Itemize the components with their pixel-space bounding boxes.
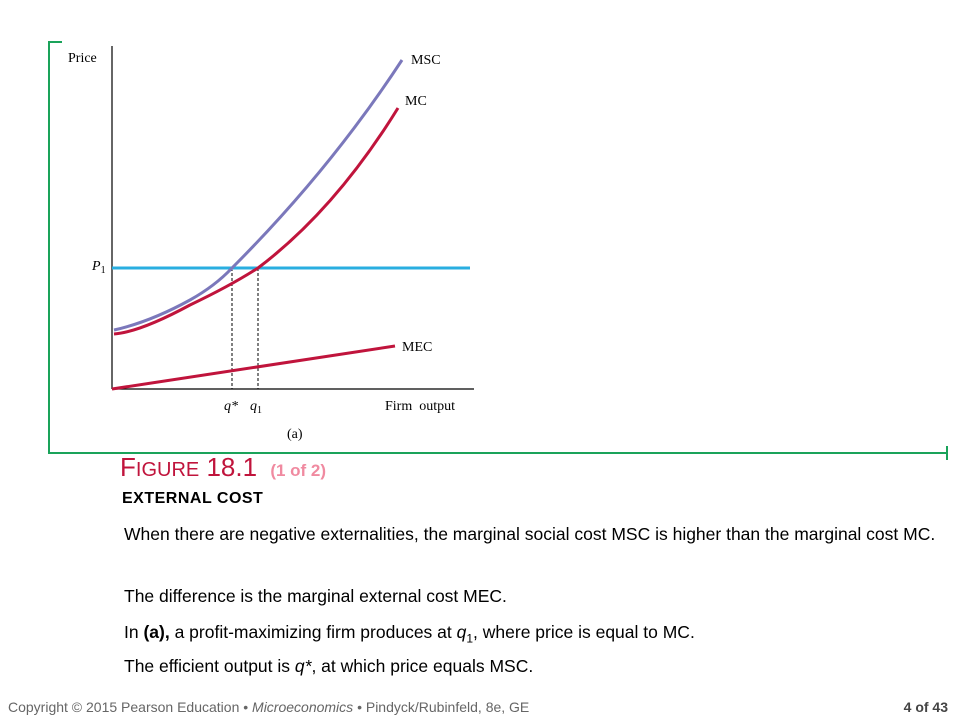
paragraph-3: In (a), a profit-maximizing firm produce… xyxy=(124,620,944,651)
figure-part: (1 of 2) xyxy=(270,461,327,480)
p3-part-c: a profit-maximizing firm produces at xyxy=(169,622,457,642)
p4-part-b: , at which price equals MSC. xyxy=(311,656,534,676)
page-number: 4 of 43 xyxy=(903,699,948,715)
figure-subtitle: EXTERNAL COST xyxy=(122,490,264,507)
frame-top-tick xyxy=(48,41,62,43)
figure-title-initial: F xyxy=(120,452,136,482)
figure-title-rest: IGURE xyxy=(135,459,200,481)
paragraph-4: The efficient output is q*, at which pri… xyxy=(124,654,944,678)
p3-q: q xyxy=(456,622,467,642)
panel-label: (a) xyxy=(287,427,303,442)
figure-number: 18.1 xyxy=(206,452,258,482)
y-axis-label: Price xyxy=(68,51,97,66)
copyright-text: Copyright © 2015 Pearson Education • xyxy=(8,699,249,715)
qstar-label: q* xyxy=(224,399,238,414)
p3-part-a: In xyxy=(124,622,144,642)
p3-q-sub: 1 xyxy=(466,631,474,646)
p3-part-b: (a), xyxy=(143,622,170,642)
mc-curve xyxy=(113,107,400,336)
frame-left-line xyxy=(48,41,50,454)
paragraph-2: The difference is the marginal external … xyxy=(124,586,507,606)
p3-part-d: , where price is equal to MC. xyxy=(473,622,695,642)
q1-label: q1 xyxy=(250,399,262,416)
frame-right-tick xyxy=(946,446,948,460)
footer-copyright: Copyright © 2015 Pearson Education • Mic… xyxy=(8,699,529,715)
frame-bottom-line xyxy=(48,452,948,454)
book-title: Microeconomics xyxy=(252,699,354,715)
paragraph-1: When there are negative externalities, t… xyxy=(124,524,936,544)
figure-title: FIGURE 18.1 (1 of 2) xyxy=(120,452,326,483)
external-cost-diagram: Price MSC MC MEC P1 q* q1 Firm output (a… xyxy=(68,46,474,442)
mc-label: MC xyxy=(405,94,427,109)
msc-curve xyxy=(113,59,404,332)
authors-text: • Pindyck/Rubinfeld, 8e, GE xyxy=(357,699,530,715)
p4-q: q* xyxy=(294,656,312,676)
x-axis-label: Firm output xyxy=(385,399,455,414)
price-p1-label: P1 xyxy=(91,259,106,276)
msc-label: MSC xyxy=(411,53,441,68)
mec-label: MEC xyxy=(402,340,432,355)
p4-part-a: The efficient output is xyxy=(124,656,295,676)
mec-curve xyxy=(111,344,396,391)
